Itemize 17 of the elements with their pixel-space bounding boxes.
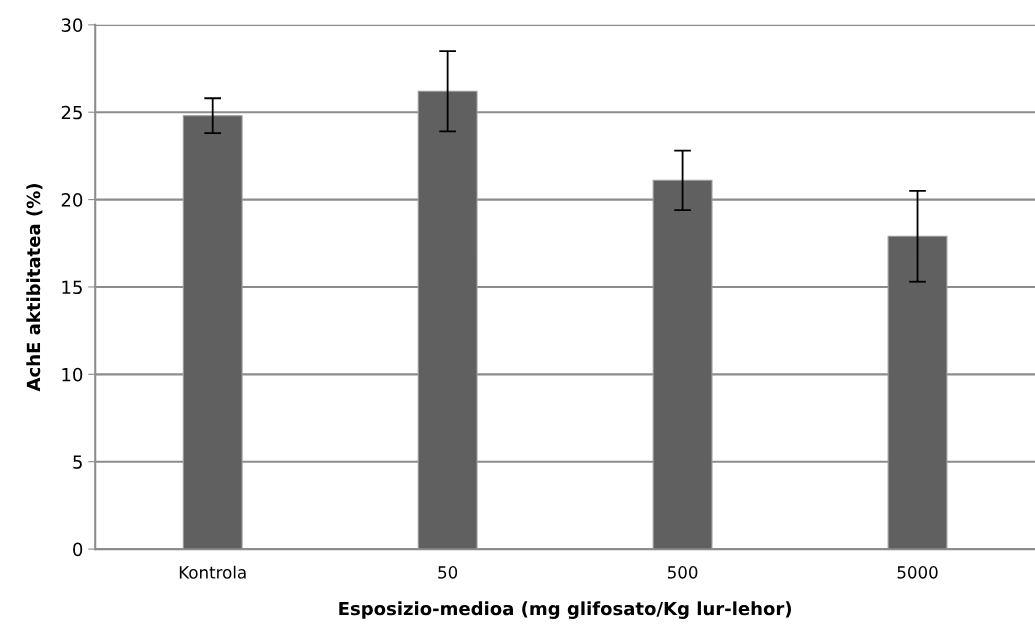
y-tick-label: 30 bbox=[61, 18, 83, 32]
y-axis-title: AchE aktibitatea (%) bbox=[26, 184, 43, 392]
y-tick-label: 15 bbox=[62, 280, 82, 295]
x-tick-label: 50 bbox=[438, 566, 458, 579]
x-axis-title: Esposizio-medioa (mg glifosato/Kg lur-lehor) bbox=[339, 601, 791, 619]
bar bbox=[182, 115, 243, 550]
bar bbox=[417, 90, 478, 550]
x-tick-label: 5000 bbox=[897, 566, 938, 579]
y-tick-label: 20 bbox=[61, 193, 83, 207]
y-tick-label: 25 bbox=[61, 105, 82, 120]
bar bbox=[652, 179, 713, 550]
y-tick-label: 10 bbox=[62, 367, 83, 382]
x-tick-label: Kontrola bbox=[179, 565, 246, 579]
bar bbox=[887, 235, 948, 550]
y-tick-label: 5 bbox=[73, 455, 82, 469]
x-tick-label: 500 bbox=[667, 566, 698, 579]
y-tick-label: 0 bbox=[73, 542, 83, 557]
